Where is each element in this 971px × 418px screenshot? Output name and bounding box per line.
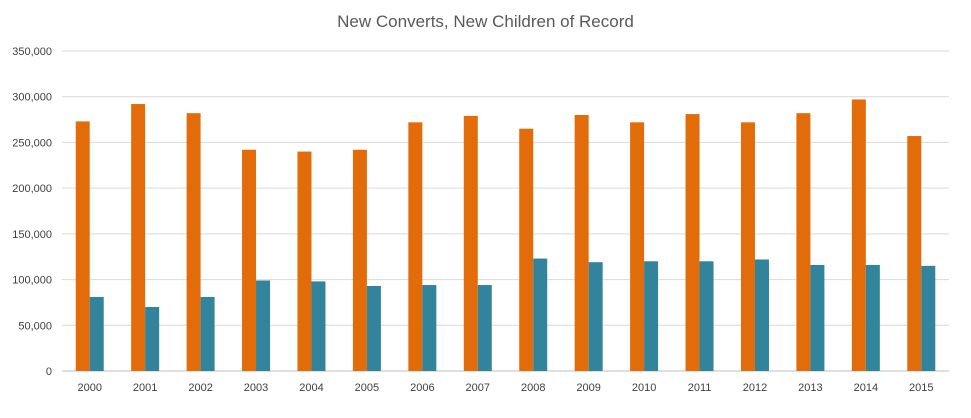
- x-tick-label: 2012: [743, 382, 767, 394]
- bar-series-1: [408, 122, 423, 371]
- bar-series-1: [851, 99, 866, 371]
- x-tick-label: 2015: [909, 382, 933, 394]
- x-tick-label: 2001: [133, 382, 157, 394]
- bar-series-1: [685, 114, 700, 371]
- bar-series-2: [477, 285, 492, 371]
- bar-series-1: [131, 104, 146, 372]
- bar-series-2: [810, 264, 825, 371]
- y-tick-label: 250,000: [12, 137, 52, 149]
- bar-series-2: [865, 264, 880, 371]
- bar-series-2: [644, 261, 659, 371]
- bar-series-1: [352, 149, 367, 371]
- x-tick-label: 2010: [632, 382, 656, 394]
- bar-series-1: [740, 122, 755, 371]
- y-tick-label: 100,000: [12, 275, 52, 287]
- y-tick-label: 200,000: [12, 183, 52, 195]
- bar-series-1: [463, 115, 478, 372]
- bar-series-1: [242, 149, 257, 371]
- x-tick-label: 2008: [521, 382, 545, 394]
- bar-series-2: [145, 307, 160, 371]
- bar-series-1: [297, 151, 312, 371]
- bar-series-1: [186, 113, 201, 372]
- bar-series-2: [588, 262, 603, 371]
- y-tick-label: 300,000: [12, 92, 52, 104]
- x-tick-label: 2003: [244, 382, 268, 394]
- bar-series-1: [907, 136, 922, 371]
- bar-series-2: [366, 285, 381, 371]
- x-tick-label: 2013: [798, 382, 822, 394]
- y-tick-label: 50,000: [18, 320, 52, 332]
- x-tick-label: 2011: [688, 382, 712, 394]
- x-tick-label: 2000: [77, 382, 101, 394]
- bar-series-2: [754, 259, 769, 371]
- bar-series-2: [311, 281, 326, 371]
- y-tick-label: 350,000: [12, 46, 52, 58]
- y-tick-label: 0: [46, 366, 52, 378]
- x-tick-label: 2006: [410, 382, 434, 394]
- chart-title: New Converts, New Children of Record: [337, 12, 634, 31]
- x-tick-label: 2002: [188, 382, 212, 394]
- bar-series-2: [422, 285, 437, 371]
- x-tick-label: 2005: [355, 382, 379, 394]
- bar-series-2: [89, 296, 104, 371]
- bar-series-1: [796, 113, 811, 372]
- bar-series-1: [519, 128, 534, 371]
- bar-series-2: [256, 280, 271, 371]
- bar-series-1: [75, 121, 90, 372]
- bar-series-1: [574, 115, 589, 371]
- bar-series-1: [630, 122, 645, 371]
- bar-series-2: [699, 261, 714, 371]
- bar-series-2: [533, 258, 548, 371]
- x-tick-label: 2007: [466, 382, 490, 394]
- x-tick-label: 2009: [576, 382, 600, 394]
- bar-series-2: [921, 265, 936, 371]
- x-tick-label: 2014: [854, 382, 878, 394]
- x-tick-label: 2004: [299, 382, 323, 394]
- y-tick-label: 150,000: [12, 229, 52, 241]
- bar-series-2: [200, 296, 215, 371]
